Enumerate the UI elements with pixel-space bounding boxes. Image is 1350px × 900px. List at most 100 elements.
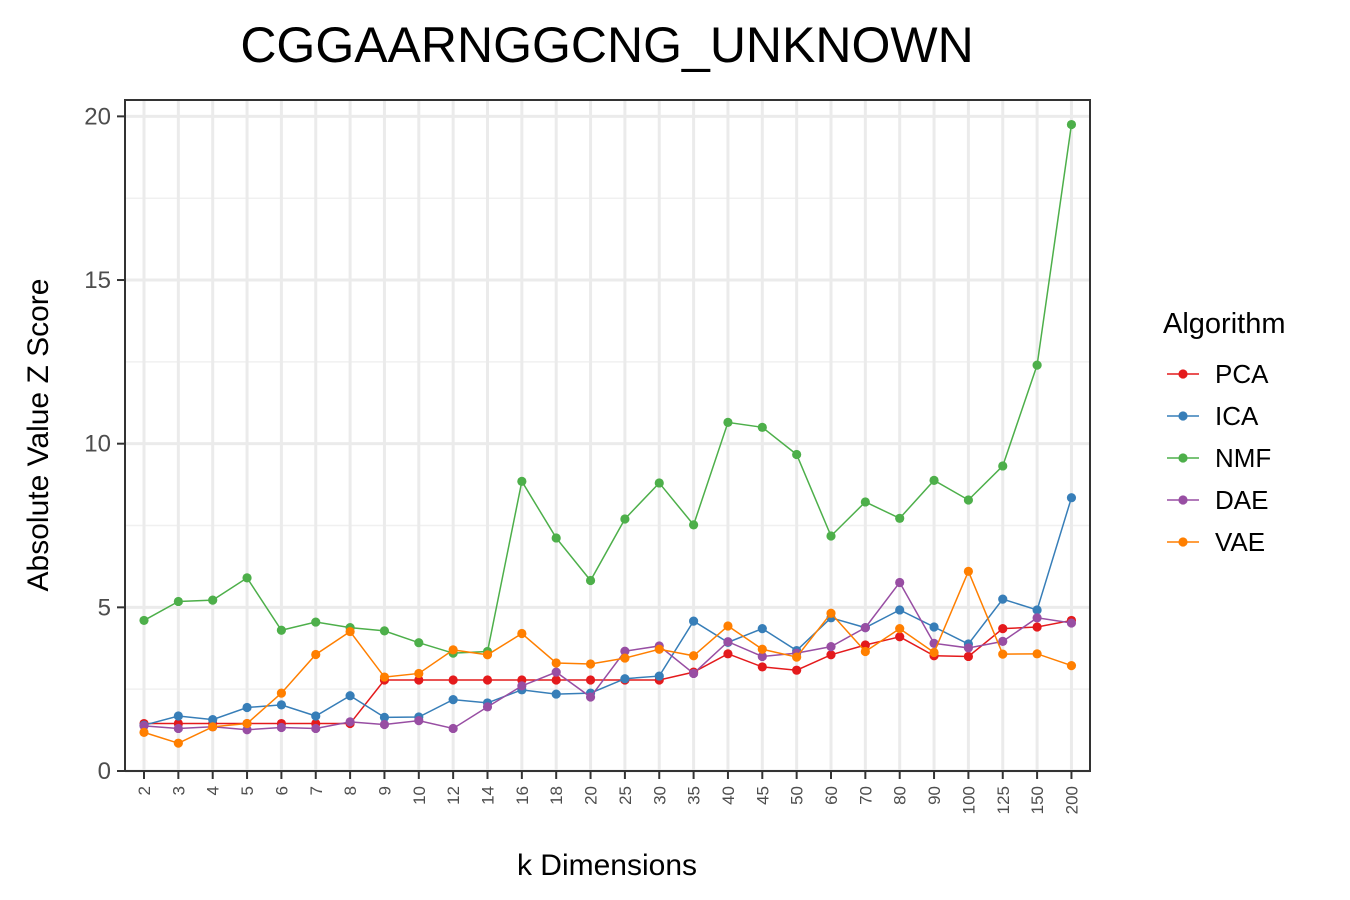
data-point-pca bbox=[895, 632, 905, 642]
x-tick-label: 6 bbox=[272, 786, 291, 795]
data-point-vae bbox=[929, 647, 939, 658]
legend-item-vae: VAE bbox=[1167, 527, 1265, 557]
data-point-vae bbox=[998, 649, 1008, 659]
y-tick-label: 20 bbox=[84, 103, 111, 130]
data-point-vae bbox=[379, 672, 390, 682]
y-tick-label: 5 bbox=[98, 594, 111, 621]
x-tick-label: 4 bbox=[204, 786, 223, 795]
series-dae bbox=[139, 577, 1077, 735]
data-point-vae bbox=[173, 738, 183, 748]
data-point-pca bbox=[757, 662, 767, 672]
legend-label-dae: DAE bbox=[1215, 485, 1268, 515]
data-point-dae bbox=[689, 668, 699, 679]
x-tick-label: 100 bbox=[959, 786, 978, 814]
data-point-vae bbox=[242, 718, 252, 729]
data-point-nmf bbox=[826, 531, 836, 541]
data-point-dae bbox=[1066, 618, 1077, 628]
data-point-ica bbox=[311, 711, 321, 721]
data-point-pca bbox=[998, 624, 1008, 634]
series-line-ica bbox=[143, 497, 1073, 726]
data-point-vae bbox=[482, 650, 493, 660]
legend-item-dae: DAE bbox=[1167, 485, 1268, 515]
data-point-dae bbox=[517, 681, 527, 691]
data-point-dae bbox=[1032, 613, 1042, 623]
data-point-dae bbox=[551, 667, 561, 677]
data-point-nmf bbox=[654, 478, 664, 488]
x-tick-label: 3 bbox=[169, 786, 188, 795]
data-point-nmf bbox=[895, 513, 905, 523]
panel-border bbox=[124, 99, 1091, 772]
series-layer bbox=[139, 119, 1077, 748]
data-point-ica bbox=[379, 712, 390, 722]
legend: Algorithm PCA ICA NMF DAE VAE bbox=[1163, 308, 1286, 557]
data-point-ica bbox=[654, 671, 664, 681]
data-point-dae bbox=[379, 719, 390, 730]
data-point-pca bbox=[860, 640, 870, 650]
data-point-vae bbox=[276, 688, 286, 698]
data-point-nmf bbox=[139, 615, 149, 626]
y-tick-label: 0 bbox=[98, 758, 111, 785]
data-point-nmf bbox=[1032, 360, 1042, 370]
data-point-dae bbox=[963, 643, 974, 653]
data-point-dae bbox=[345, 717, 355, 727]
data-point-dae bbox=[448, 723, 458, 734]
data-point-ica bbox=[998, 594, 1008, 604]
data-point-nmf bbox=[929, 475, 939, 485]
data-point-nmf bbox=[963, 495, 974, 505]
data-point-ica bbox=[173, 711, 183, 721]
data-point-dae bbox=[826, 642, 836, 652]
series-vae bbox=[139, 566, 1077, 748]
data-point-dae bbox=[414, 715, 424, 726]
data-point-nmf bbox=[551, 533, 561, 543]
x-tick-label: 80 bbox=[891, 786, 910, 805]
data-point-dae bbox=[276, 722, 286, 733]
data-point-vae bbox=[311, 649, 321, 660]
legend-item-ica: ICA bbox=[1167, 401, 1259, 431]
y-tick-label: 15 bbox=[84, 267, 111, 294]
data-point-vae bbox=[517, 628, 527, 639]
data-point-vae bbox=[414, 668, 424, 679]
data-point-pca bbox=[826, 650, 836, 660]
chart-title: CGGAARNGGCNG_UNKNOWN bbox=[240, 17, 973, 73]
data-point-ica bbox=[345, 691, 355, 701]
x-tick-label: 18 bbox=[547, 786, 566, 805]
x-tick-label: 150 bbox=[1028, 786, 1047, 814]
data-point-dae bbox=[757, 651, 767, 662]
grid-layer bbox=[125, 100, 1090, 773]
data-point-vae bbox=[895, 624, 905, 634]
data-point-nmf bbox=[792, 449, 802, 460]
x-tick-label: 35 bbox=[685, 786, 704, 805]
data-point-nmf bbox=[757, 422, 767, 432]
data-point-vae bbox=[723, 621, 733, 631]
data-point-pca bbox=[585, 675, 596, 685]
data-point-vae bbox=[654, 644, 664, 654]
y-axis-title: Absolute Value Z Score bbox=[22, 279, 55, 592]
data-point-vae bbox=[1066, 661, 1077, 671]
legend-label-vae: VAE bbox=[1215, 527, 1265, 557]
data-point-ica bbox=[1066, 493, 1077, 503]
data-point-nmf bbox=[242, 573, 252, 583]
x-tick-label: 9 bbox=[375, 786, 394, 795]
series-line-pca bbox=[144, 619, 1072, 725]
data-point-vae bbox=[345, 626, 355, 637]
data-point-nmf bbox=[311, 617, 321, 627]
data-point-vae bbox=[585, 659, 596, 669]
x-tick-label: 90 bbox=[925, 786, 944, 805]
x-tick-label: 25 bbox=[616, 786, 635, 805]
legend-marker-nmf bbox=[1178, 453, 1188, 463]
data-point-nmf bbox=[173, 596, 183, 607]
data-point-nmf bbox=[585, 575, 596, 586]
data-point-ica bbox=[276, 700, 286, 710]
x-tick-label: 7 bbox=[307, 786, 326, 795]
data-point-dae bbox=[620, 646, 630, 656]
data-point-nmf bbox=[208, 595, 218, 605]
legend-marker-vae bbox=[1178, 537, 1188, 547]
data-point-vae bbox=[139, 727, 149, 737]
data-point-nmf bbox=[1066, 119, 1077, 130]
data-point-pca bbox=[963, 651, 974, 662]
x-tick-label: 70 bbox=[856, 786, 875, 805]
data-point-vae bbox=[208, 722, 218, 732]
data-point-nmf bbox=[998, 461, 1008, 471]
